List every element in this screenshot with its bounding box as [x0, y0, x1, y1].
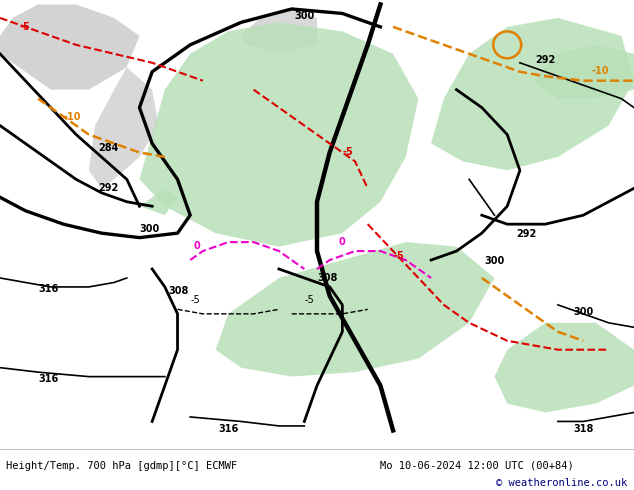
Text: -5: -5: [190, 295, 200, 305]
Polygon shape: [216, 242, 495, 377]
Text: 0: 0: [193, 241, 200, 251]
Text: 308: 308: [168, 287, 188, 296]
Text: 300: 300: [294, 11, 314, 21]
Polygon shape: [0, 4, 139, 90]
Text: 292: 292: [535, 55, 555, 65]
Text: -5: -5: [393, 250, 404, 261]
Text: -10: -10: [591, 66, 609, 76]
Text: -5: -5: [19, 22, 30, 32]
Text: 300: 300: [139, 223, 160, 234]
Polygon shape: [241, 9, 317, 54]
Text: 284: 284: [98, 143, 119, 153]
Text: Mo 10-06-2024 12:00 UTC (00+84): Mo 10-06-2024 12:00 UTC (00+84): [380, 461, 574, 471]
Text: Height/Temp. 700 hPa [gdmp][°C] ECMWF: Height/Temp. 700 hPa [gdmp][°C] ECMWF: [6, 461, 238, 471]
Text: 292: 292: [98, 183, 119, 194]
Text: -5: -5: [304, 295, 314, 305]
Text: 316: 316: [38, 284, 58, 294]
Text: 0: 0: [339, 237, 346, 246]
Text: 318: 318: [573, 424, 593, 434]
Text: 316: 316: [38, 374, 58, 384]
Polygon shape: [89, 67, 158, 188]
Polygon shape: [139, 188, 178, 215]
Polygon shape: [139, 23, 418, 246]
Polygon shape: [495, 323, 634, 413]
Text: 300: 300: [573, 307, 593, 317]
Text: 300: 300: [484, 256, 505, 266]
Polygon shape: [431, 18, 634, 171]
Text: © weatheronline.co.uk: © weatheronline.co.uk: [496, 477, 628, 488]
Text: 292: 292: [516, 229, 536, 239]
Polygon shape: [533, 45, 634, 98]
Text: 308: 308: [317, 273, 337, 283]
Text: -5: -5: [342, 147, 353, 157]
Text: -10: -10: [63, 112, 81, 122]
Text: 316: 316: [218, 424, 238, 434]
